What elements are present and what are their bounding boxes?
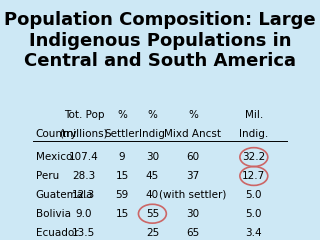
Text: 12.3: 12.3: [72, 190, 96, 200]
Text: %: %: [117, 110, 127, 120]
Text: 55: 55: [146, 209, 159, 219]
Text: Country: Country: [36, 128, 77, 138]
Text: Ecuador: Ecuador: [36, 228, 78, 238]
Text: 30: 30: [187, 209, 200, 219]
Text: Peru: Peru: [36, 171, 59, 181]
Text: 40: 40: [146, 190, 159, 200]
Text: 30: 30: [146, 152, 159, 162]
Text: 28.3: 28.3: [72, 171, 96, 181]
Text: 60: 60: [187, 152, 200, 162]
Text: (millions): (millions): [60, 128, 108, 138]
Text: 3.4: 3.4: [245, 228, 262, 238]
Text: 107.4: 107.4: [69, 152, 99, 162]
Text: %: %: [148, 110, 157, 120]
Text: 5.0: 5.0: [245, 209, 262, 219]
Text: 12.7: 12.7: [242, 171, 266, 181]
Text: 9: 9: [119, 152, 125, 162]
Text: 13.5: 13.5: [72, 228, 96, 238]
Text: 32.2: 32.2: [242, 152, 266, 162]
Text: Mil.: Mil.: [245, 110, 263, 120]
Text: 45: 45: [146, 171, 159, 181]
Text: Mexico: Mexico: [36, 152, 72, 162]
Text: Settler: Settler: [104, 128, 140, 138]
Text: Population Composition: Large
Indigenous Populations in
Central and South Americ: Population Composition: Large Indigenous…: [4, 11, 316, 70]
Text: 59: 59: [115, 190, 129, 200]
Text: 5.0: 5.0: [245, 190, 262, 200]
Text: (with settler): (with settler): [159, 190, 227, 200]
Text: 15: 15: [115, 171, 129, 181]
Text: Guatemala: Guatemala: [36, 190, 93, 200]
Text: Tot. Pop: Tot. Pop: [64, 110, 104, 120]
Text: Indig: Indig: [140, 128, 165, 138]
Text: 15: 15: [115, 209, 129, 219]
Text: Mixd Ancst: Mixd Ancst: [164, 128, 221, 138]
Text: 37: 37: [186, 171, 200, 181]
Text: Bolivia: Bolivia: [36, 209, 71, 219]
Text: Indig.: Indig.: [239, 128, 268, 138]
Text: 65: 65: [186, 228, 200, 238]
Text: 25: 25: [146, 228, 159, 238]
Text: %: %: [188, 110, 198, 120]
Text: 9.0: 9.0: [76, 209, 92, 219]
